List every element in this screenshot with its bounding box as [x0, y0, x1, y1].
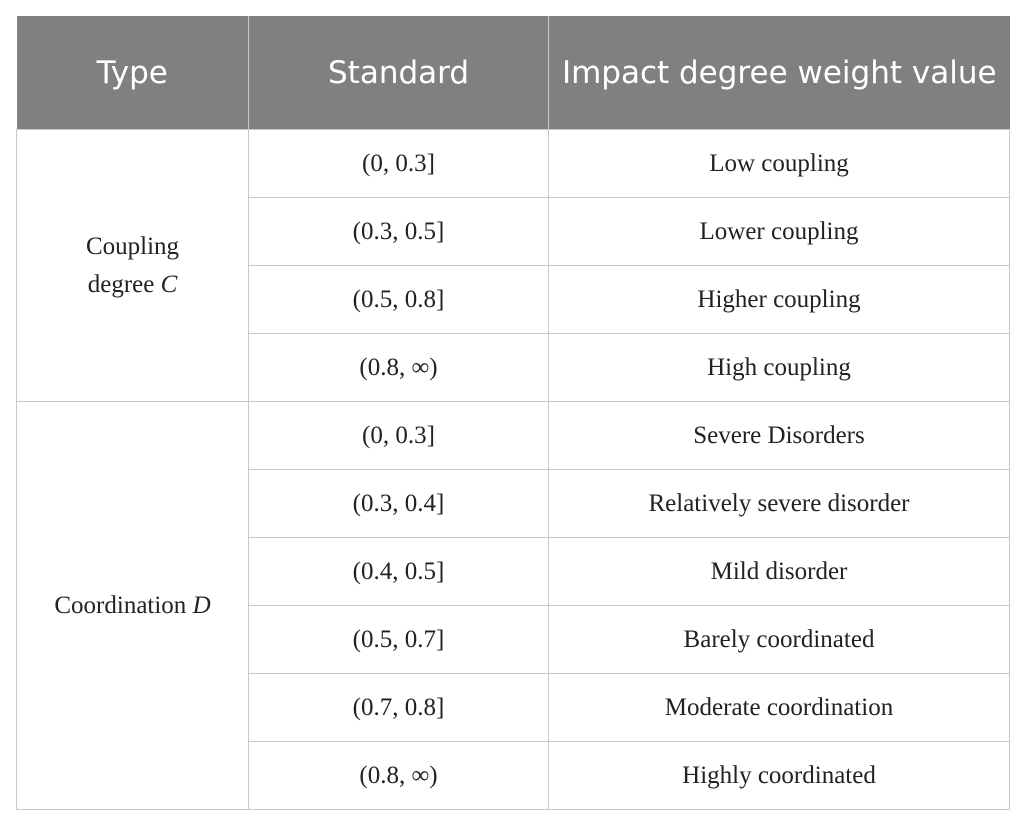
standard-cell: (0, 0.3] [248, 401, 549, 470]
table-body: Coupling degree C (0, 0.3] Low coupling (0.… [16, 129, 1010, 810]
type-cell: Coordination D [16, 401, 249, 810]
impact-cell: Mild disorder [548, 537, 1010, 606]
impact-cell: High coupling [548, 333, 1010, 402]
standard-cell: (0.5, 0.7] [248, 605, 549, 674]
table-row: (0.3, 0.5] Lower coupling [17, 197, 1010, 266]
table-row: Coordination D (0, 0.3] Severe Disorders [16, 401, 1010, 810]
type-symbol: D [192, 591, 211, 619]
type-label: Coupling degree [85, 232, 180, 298]
impact-cell: Barely coordinated [548, 605, 1010, 674]
impact-cell: Relatively severe disorder [548, 469, 1010, 538]
standard-cell: (0.8, ∞) [248, 333, 549, 402]
impact-cell: Moderate coordination [548, 673, 1010, 742]
standard-cell: (0.3, 0.4] [248, 469, 549, 538]
impact-cell: Lower coupling [548, 197, 1010, 266]
header-cell: Impact degree weight value [548, 16, 1010, 130]
header-cell: Type [16, 16, 249, 130]
standard-cell: (0.3, 0.5] [248, 197, 549, 266]
type-text: Coordination D [17, 587, 248, 625]
header-row: Type Standard Impact degree weight value [16, 16, 1010, 130]
type-cell: Coupling degree C [16, 129, 249, 402]
impact-cell: Higher coupling [548, 265, 1010, 334]
standard-cell: (0.8, ∞) [248, 741, 549, 810]
standard-cell: (0, 0.3] [248, 129, 549, 198]
header-cell: Standard [248, 16, 549, 130]
type-symbol: C [160, 270, 178, 298]
type-text: Coupling degree C [68, 228, 198, 304]
table-row: (0.3, 0.4] Relatively severe disorder [17, 469, 1010, 538]
impact-cell: Low coupling [548, 129, 1010, 198]
table-row: (0.8, ∞) Highly coordinated [17, 741, 1010, 810]
impact-cell: Severe Disorders [548, 401, 1010, 470]
standard-cell: (0.4, 0.5] [248, 537, 549, 606]
table-row: (0.8, ∞) High coupling [17, 333, 1010, 402]
impact-cell: Highly coordinated [548, 741, 1010, 810]
data-table: Type Standard Impact degree weight value C… [16, 16, 1010, 810]
table-row: (0.4, 0.5] Mild disorder [17, 537, 1010, 606]
standard-cell: (0.5, 0.8] [248, 265, 549, 334]
standard-cell: (0.7, 0.8] [248, 673, 549, 742]
table-row: Coupling degree C (0, 0.3] Low coupling [16, 129, 1010, 402]
type-label: Coordination [54, 591, 187, 619]
